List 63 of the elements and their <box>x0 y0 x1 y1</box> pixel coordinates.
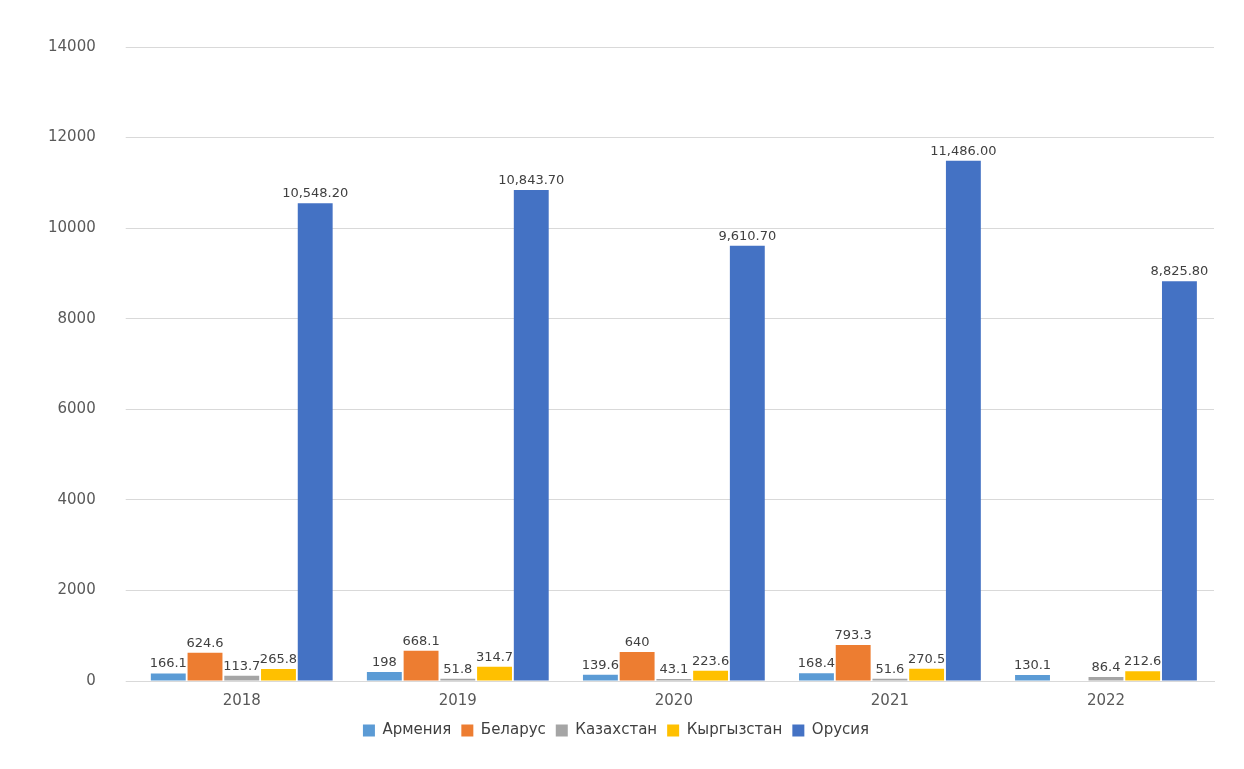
data-label: 668.1 <box>402 632 440 648</box>
bar <box>224 675 260 681</box>
data-label: 168.4 <box>797 655 836 671</box>
bar <box>366 672 402 681</box>
bar <box>513 189 549 681</box>
data-label: 212.6 <box>1124 653 1162 669</box>
y-tick-label: 10000 <box>48 218 96 237</box>
data-label: 8,825.80 <box>1150 263 1209 279</box>
bar <box>150 673 186 681</box>
y-tick-label: 14000 <box>48 36 96 55</box>
bar <box>477 666 512 681</box>
bar <box>945 160 981 681</box>
data-label: 10,548.20 <box>282 185 349 201</box>
data-label: 198 <box>371 653 397 669</box>
bar <box>619 652 655 681</box>
legend-label: Беларус <box>480 720 546 739</box>
legend-label: Казахстан <box>575 720 658 739</box>
data-label: 113.7 <box>223 657 261 673</box>
data-label: 9,610.70 <box>718 227 777 243</box>
y-tick-label: 4000 <box>57 489 96 508</box>
data-label: 640 <box>624 633 650 649</box>
bar <box>297 203 333 681</box>
bar <box>1161 281 1197 681</box>
data-label: 11,486.00 <box>930 142 997 158</box>
data-label: 270.5 <box>908 650 946 666</box>
data-label: 223.6 <box>691 652 730 668</box>
bar <box>1088 677 1124 681</box>
x-tick-label: 2018 <box>222 690 261 709</box>
bar <box>582 674 618 681</box>
data-label: 86.4 <box>1091 658 1121 674</box>
x-tick-label: 2019 <box>438 690 477 709</box>
y-tick-label: 6000 <box>57 399 96 418</box>
data-label: 166.1 <box>149 655 187 671</box>
bar <box>1125 671 1161 681</box>
data-label: 43.1 <box>659 660 689 676</box>
bar <box>261 668 296 681</box>
x-tick-label: 2022 <box>1086 690 1126 709</box>
data-label: 793.3 <box>834 626 872 642</box>
x-tick-label: 2021 <box>870 690 910 709</box>
y-tick-label: 8000 <box>57 308 96 327</box>
data-label: 314.7 <box>475 648 514 664</box>
y-tick-label: 12000 <box>48 127 96 146</box>
bar <box>799 673 834 681</box>
data-label: 624.6 <box>186 634 224 650</box>
bar <box>909 668 945 681</box>
bar <box>835 645 871 681</box>
bar <box>403 650 439 681</box>
y-tick-label: 2000 <box>57 580 96 599</box>
bar <box>693 670 729 681</box>
data-label: 139.6 <box>581 656 620 672</box>
data-label: 130.1 <box>1013 656 1052 672</box>
legend-label: Кыргызстан <box>686 720 783 739</box>
bar <box>187 652 223 681</box>
legend-label: Армения <box>382 720 452 739</box>
bar <box>729 245 765 681</box>
data-label: 265.8 <box>259 650 298 666</box>
data-label: 51.8 <box>443 660 473 676</box>
data-label: 51.6 <box>875 660 905 676</box>
legend-label: Орусия <box>811 720 870 739</box>
bar <box>1015 675 1050 681</box>
x-tick-label: 2020 <box>654 690 693 709</box>
data-label: 10,843.70 <box>498 171 565 187</box>
y-tick-label: 0 <box>86 670 96 689</box>
